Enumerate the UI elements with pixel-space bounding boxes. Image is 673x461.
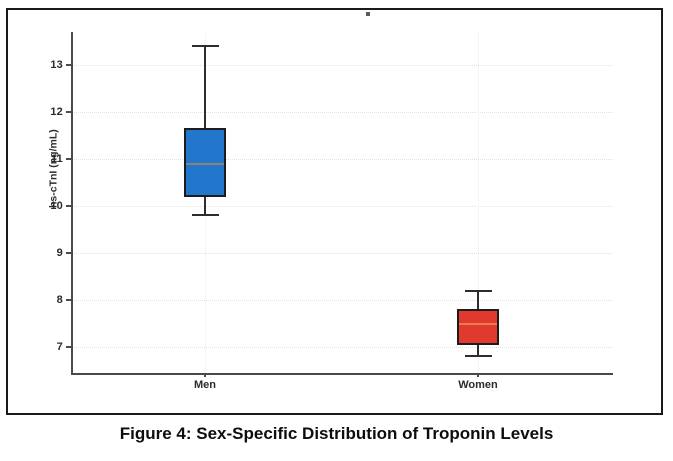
x-axis-spine [71,373,613,375]
y-tick-mark [66,346,71,348]
y-axis-spine [71,32,73,373]
median-men [186,162,224,165]
gridline-y-10 [71,206,613,207]
gridline-x-women [478,32,479,373]
stray-dot-artifact [366,12,370,16]
x-tick-mark [204,373,206,377]
y-tick-mark [66,205,71,207]
y-axis-label: hs-cTnI (ng/mL) [47,129,60,208]
y-tick-label: 10 [50,200,63,212]
y-tick-mark [66,111,71,113]
whisker-cap-top-men [191,45,219,48]
whisker-cap-top-women [464,289,492,292]
gridline-y-12 [71,112,613,113]
gridline-y-13 [71,65,613,66]
y-tick-mark [66,299,71,301]
box-men [184,128,226,197]
whisker-cap-bottom-men [191,214,219,217]
y-tick-label: 8 [56,294,63,306]
box-women [457,309,499,345]
gridline-y-7 [71,347,613,348]
gridline-y-11 [71,159,613,160]
whisker-upper-men [204,46,206,129]
whisker-lower-women [477,344,479,357]
whisker-lower-men [204,196,206,216]
y-tick-mark [66,252,71,254]
figure-caption: Figure 4: Sex-Specific Distribution of T… [119,424,554,443]
y-tick-label: 9 [56,247,63,259]
median-women [459,322,497,325]
whisker-upper-women [477,290,479,310]
y-tick-mark [66,64,71,66]
y-tick-label: 7 [56,341,63,353]
x-tick-label-women: Women [458,379,498,391]
y-tick-label: 12 [50,106,63,118]
y-tick-label: 11 [50,153,63,165]
gridline-y-9 [71,253,613,254]
y-tick-mark [66,158,71,160]
y-tick-label: 13 [50,59,63,71]
x-tick-mark [477,373,479,377]
gridline-y-8 [71,300,613,301]
x-tick-label-men: Men [194,379,216,391]
whisker-cap-bottom-women [464,355,492,358]
